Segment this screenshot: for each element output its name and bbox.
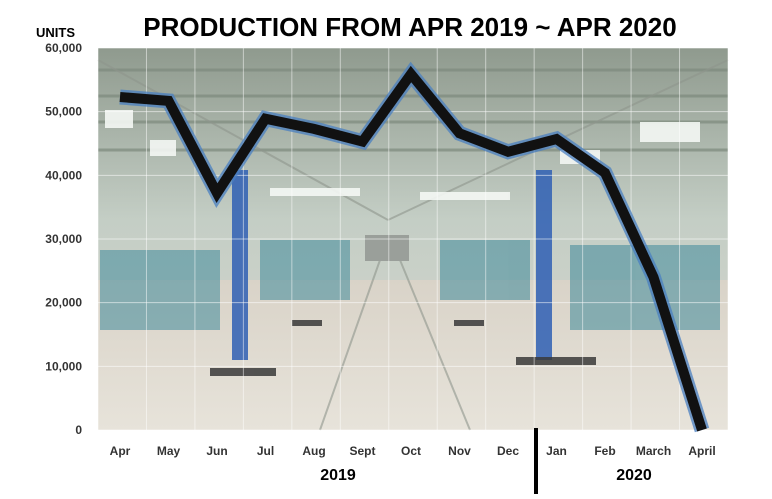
y-tick-label: 50,000 bbox=[45, 105, 82, 119]
y-tick-label: 40,000 bbox=[45, 168, 82, 182]
grid bbox=[97, 47, 729, 431]
chart-title: PRODUCTION FROM APR 2019 ~ APR 2020 bbox=[143, 12, 676, 42]
y-tick-label: 60,000 bbox=[45, 41, 82, 55]
x-tick-label: Jan bbox=[546, 444, 567, 458]
x-axis: Apr May Jun Jul Aug Sept Oct Nov Dec Jan Feb March A… bbox=[110, 444, 716, 458]
x-tick-label: Nov bbox=[448, 444, 471, 458]
y-tick-label: 10,000 bbox=[45, 359, 82, 373]
y-axis: 0 10,000 20,000 30,000 40,000 50,000 60,000 bbox=[45, 41, 82, 437]
year-label-2020: 2020 bbox=[616, 467, 652, 484]
x-tick-label: April bbox=[688, 444, 715, 458]
x-tick-label: Apr bbox=[110, 444, 131, 458]
x-tick-label: Sept bbox=[349, 444, 375, 458]
x-tick-label: Jun bbox=[206, 444, 227, 458]
x-tick-label: Dec bbox=[497, 444, 519, 458]
x-tick-label: March bbox=[636, 444, 671, 458]
y-tick-label: 0 bbox=[75, 423, 82, 437]
x-tick-label: May bbox=[157, 444, 181, 458]
x-tick-label: Feb bbox=[594, 444, 615, 458]
series-line bbox=[119, 65, 707, 432]
y-tick-label: 20,000 bbox=[45, 296, 82, 310]
year-label-2019: 2019 bbox=[320, 467, 356, 484]
x-tick-label: Oct bbox=[401, 444, 421, 458]
x-tick-label: Jul bbox=[257, 444, 274, 458]
y-axis-label: UNITS bbox=[36, 25, 75, 40]
y-tick-label: 30,000 bbox=[45, 232, 82, 246]
x-tick-label: Aug bbox=[302, 444, 325, 458]
